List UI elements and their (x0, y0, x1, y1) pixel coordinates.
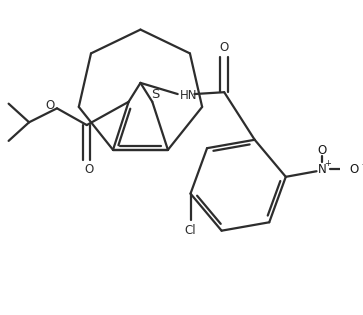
Text: HN: HN (180, 89, 197, 102)
Text: O: O (220, 41, 229, 54)
Text: +: + (324, 159, 331, 168)
Text: Cl: Cl (185, 224, 196, 237)
Text: O: O (46, 99, 55, 112)
Text: S: S (151, 88, 159, 101)
Text: O: O (349, 163, 358, 176)
Text: O: O (318, 144, 327, 157)
Text: N: N (318, 163, 326, 176)
Text: O: O (84, 163, 93, 176)
Text: -: - (361, 159, 363, 169)
